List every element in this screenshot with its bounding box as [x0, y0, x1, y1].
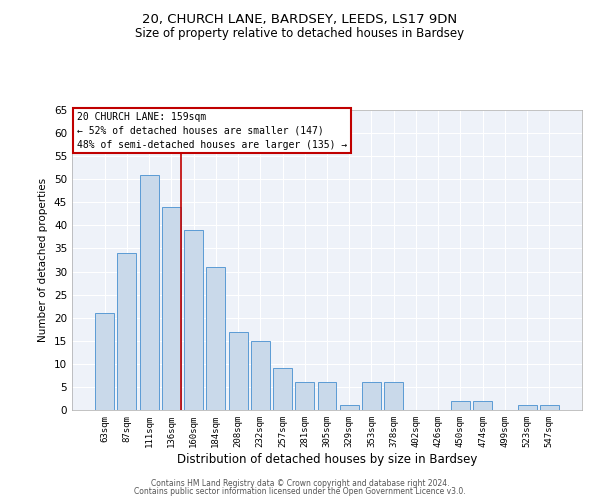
Bar: [206, 267, 225, 410]
Bar: [118, 253, 136, 410]
Bar: [162, 207, 181, 410]
Bar: [473, 401, 492, 410]
Text: Contains public sector information licensed under the Open Government Licence v3: Contains public sector information licen…: [134, 487, 466, 496]
Text: 20 CHURCH LANE: 159sqm
← 52% of detached houses are smaller (147)
48% of semi-de: 20 CHURCH LANE: 159sqm ← 52% of detached…: [77, 112, 347, 150]
Text: Contains HM Land Registry data © Crown copyright and database right 2024.: Contains HM Land Registry data © Crown c…: [151, 478, 449, 488]
Bar: [384, 382, 403, 410]
Text: Size of property relative to detached houses in Bardsey: Size of property relative to detached ho…: [136, 28, 464, 40]
Bar: [273, 368, 292, 410]
Bar: [540, 406, 559, 410]
Bar: [140, 174, 158, 410]
X-axis label: Distribution of detached houses by size in Bardsey: Distribution of detached houses by size …: [177, 452, 477, 466]
Text: 20, CHURCH LANE, BARDSEY, LEEDS, LS17 9DN: 20, CHURCH LANE, BARDSEY, LEEDS, LS17 9D…: [142, 12, 458, 26]
Bar: [184, 230, 203, 410]
Bar: [340, 406, 359, 410]
Bar: [95, 313, 114, 410]
Bar: [251, 341, 270, 410]
Bar: [229, 332, 248, 410]
Bar: [317, 382, 337, 410]
Bar: [362, 382, 381, 410]
Bar: [518, 406, 536, 410]
Y-axis label: Number of detached properties: Number of detached properties: [38, 178, 49, 342]
Bar: [451, 401, 470, 410]
Bar: [295, 382, 314, 410]
